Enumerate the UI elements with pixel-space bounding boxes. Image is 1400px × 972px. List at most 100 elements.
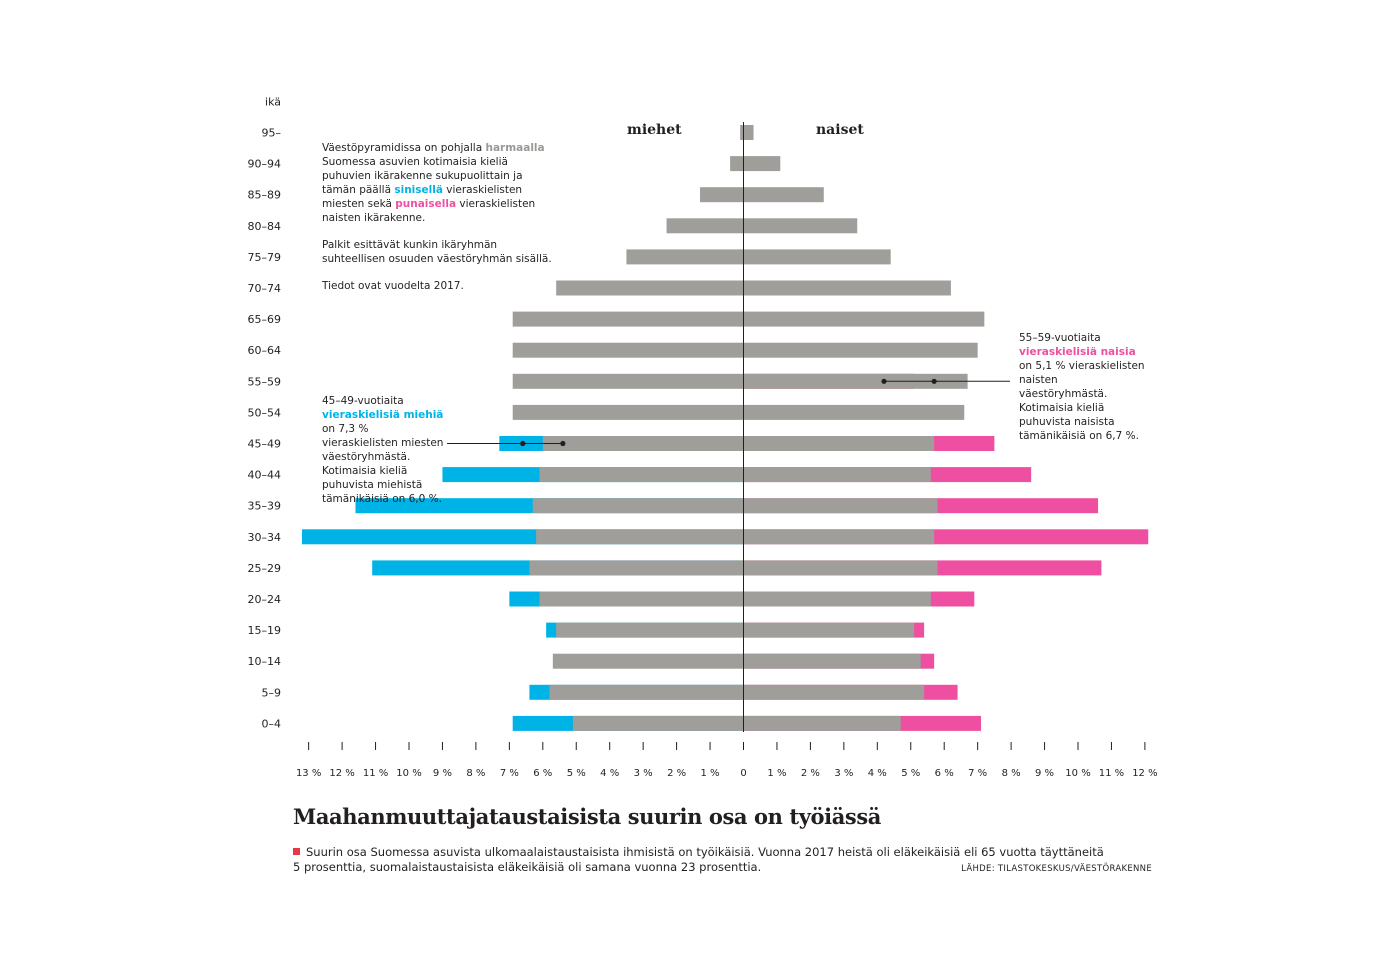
intro-paragraph-1: Väestöpyramidissa on pohjalla harmaalla … [322,142,545,224]
bar-women-native [743,560,938,576]
marker-foreign-women [881,378,887,384]
bar-men-native [730,156,744,172]
intro-paragraph-2: Palkit esittävät kunkin ikäryhmän suhtee… [322,239,552,265]
x-tick-label: 5 % [901,768,920,779]
bar-women-native [743,249,891,265]
x-tick-label: 6 % [533,768,552,779]
x-tick-label: 4 % [868,768,887,779]
bar-women-native [743,187,824,203]
intro-note: Väestöpyramidissa on pohjalla harmaalla … [322,141,558,306]
men-label: miehet [627,122,682,138]
x-tick-label: 12 % [1132,768,1157,779]
x-tick-label: 11 % [1099,768,1124,779]
age-label: 60–64 [248,344,282,357]
bar-women-native [743,218,858,234]
x-tick-label: 8 % [466,768,485,779]
x-tick-label: 1 % [767,768,786,779]
bar-men-native [666,218,744,234]
bar-men-native [700,187,744,203]
x-tick-label: 9 % [433,768,452,779]
bar-women-native [743,591,931,607]
bar-women-native [743,653,921,669]
x-tick-label: 11 % [363,768,388,779]
bar-men-native [512,373,744,389]
bar-men-native [512,342,744,358]
bar-men-native [536,529,744,545]
bar-women-native [743,342,978,358]
age-label: 65–69 [248,313,282,326]
bar-women-native [743,715,901,731]
bar-men-native [512,404,744,420]
bar-women-native [743,622,915,638]
age-label: 90–94 [248,158,282,171]
age-label: 80–84 [248,220,282,233]
bar-men-native [556,622,744,638]
blue-keyword: sinisellä [394,184,443,196]
bar-women-native [743,467,931,483]
marker-native-men [560,440,566,447]
gray-keyword: harmaalla [485,142,545,154]
age-label: 95– [262,127,282,140]
x-tick-label: 3 % [834,768,853,779]
x-tick-label: 6 % [935,768,954,779]
age-label: 10–14 [248,655,282,668]
age-label: 45–49 [248,438,282,451]
y-axis-title: ikä [265,95,281,108]
bar-women-native [743,404,965,420]
bar-men-native [539,591,744,607]
bar-women-native [743,529,935,545]
x-tick-label: 10 % [396,768,421,779]
caption: Suurin osa Suomessa asuvista ulkomaalais… [293,845,1104,874]
annotation-men: 45–49-vuotiaita vieraskielisiä miehiä on… [322,395,444,505]
bar-women-native [743,280,951,296]
bar-women-native [743,311,985,327]
bar-men-native [542,436,744,451]
x-tick-label: 5 % [567,768,586,779]
source-note: LÄHDE: TILASTOKESKUS/VÄESTÖRAKENNE [961,864,1152,874]
x-tick-label: 4 % [600,768,619,779]
x-tick-label: 7 % [968,768,987,779]
x-tick-label: 0 [740,768,746,779]
bar-women-native [743,125,754,140]
bar-men-native [556,280,744,296]
bar-men-native [740,125,744,140]
bar-men-native [549,684,744,700]
annotation-women: 55–59-vuotiaita vieraskielisiä naisia on… [1019,332,1145,442]
population-pyramid-chart: ikä 95– 90–94 85–89 80–84 75–79 70–74 65–69 60–6… [248,95,1158,779]
x-tick-label: 10 % [1065,768,1090,779]
age-label: 5–9 [262,686,282,699]
bullet-square [293,848,300,855]
bar-men-native [572,715,744,731]
bar-women-native [743,684,925,700]
x-tick-label: 9 % [1035,768,1054,779]
x-tick-label: 1 % [701,768,720,779]
bar-men-native [512,311,744,327]
age-label: 50–54 [248,406,282,419]
marker-native-women [931,378,937,384]
x-tick-label: 2 % [801,768,820,779]
age-label: 25–29 [248,562,282,575]
age-label: 20–24 [248,593,282,606]
age-label: 15–19 [248,624,282,637]
bar-men-native [529,560,744,576]
bar-men-native [626,249,744,265]
bar-women-native [743,436,935,451]
age-label: 35–39 [248,500,282,513]
x-tick-label: 12 % [329,768,354,779]
x-tick-label: 3 % [634,768,653,779]
age-label: 55–59 [248,375,282,388]
age-label: 75–79 [248,251,282,264]
age-label: 0–4 [262,717,282,730]
age-label: 85–89 [248,189,282,202]
headline: Maahanmuuttajataustaisista suurin osa on… [293,804,881,829]
bar-men-native [552,653,744,669]
marker-foreign-men [520,440,526,447]
bar-men-native [539,467,744,483]
age-label: 40–44 [248,469,282,482]
bar-women-native [743,498,938,514]
bar-women-native [743,373,968,389]
age-label: 30–34 [248,531,282,544]
age-label: 70–74 [248,282,282,295]
x-tick-label: 8 % [1002,768,1021,779]
bar-women-native [743,156,781,172]
